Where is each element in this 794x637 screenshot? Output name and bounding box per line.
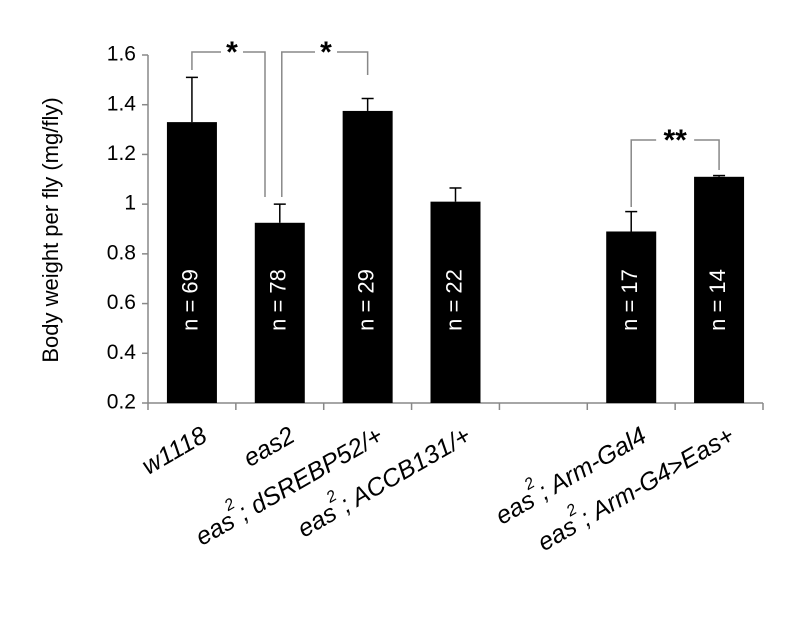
y-tick-label: 1 xyxy=(124,192,136,215)
y-tick-label: 0.2 xyxy=(107,391,136,414)
bar xyxy=(606,231,657,403)
y-axis-label: Body weight per fly (mg/fly) xyxy=(38,97,63,362)
significance-label: ** xyxy=(663,124,687,157)
y-tick-label: 0.4 xyxy=(107,341,137,364)
significance-label: * xyxy=(320,36,332,69)
bar xyxy=(694,176,745,403)
value-label: n = 17 xyxy=(617,269,642,331)
bar xyxy=(430,201,481,403)
y-tick-label: 1.6 xyxy=(107,43,136,66)
significance-label: * xyxy=(226,36,238,69)
y-tick-label: 0.6 xyxy=(107,291,136,314)
x-tick-label: w1118 xyxy=(137,421,212,480)
annotation-bg xyxy=(656,130,695,150)
value-label: n = 69 xyxy=(178,269,203,331)
bar xyxy=(166,122,217,403)
y-tick-label: 1.4 xyxy=(107,92,137,115)
value-label: n = 78 xyxy=(266,269,291,331)
bar xyxy=(342,110,393,403)
value-label: n = 14 xyxy=(705,269,730,331)
bar xyxy=(254,222,305,403)
y-tick-label: 1.2 xyxy=(107,142,136,165)
annotation-bg xyxy=(221,42,243,62)
annotation-bg xyxy=(315,42,337,62)
value-label: n = 29 xyxy=(353,269,378,331)
x-tick-label: eas2 xyxy=(239,421,300,472)
y-tick-label: 0.8 xyxy=(107,241,136,264)
value-label: n = 22 xyxy=(441,269,466,331)
